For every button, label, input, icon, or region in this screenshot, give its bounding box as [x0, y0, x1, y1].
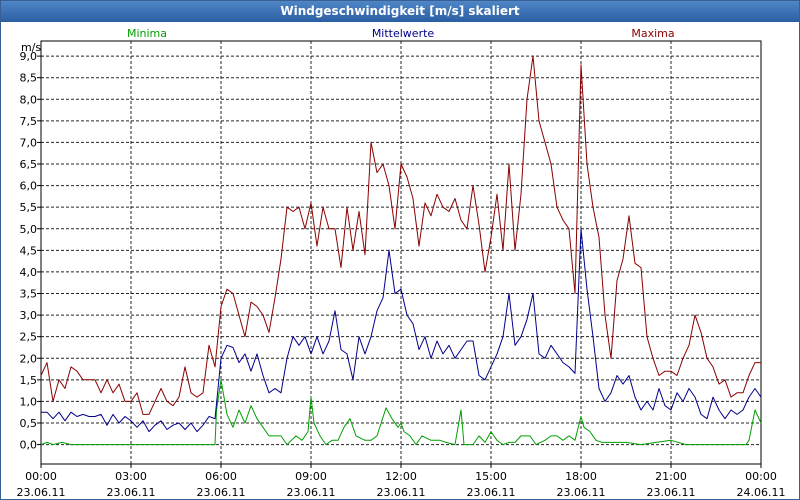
y-tick-label: 0,5 [20, 417, 38, 430]
x-tick-date: 23.06.11 [287, 486, 336, 499]
y-tick-label: 1,5 [20, 374, 38, 387]
x-tick-time: 21:00 [655, 470, 687, 483]
y-tick-label: 8,0 [20, 93, 38, 106]
x-tick-date: 23.06.11 [17, 486, 66, 499]
chart-svg: 0,0 0,5 1,0 1,5 2,0 2,5 3,0 3,5 4,0 4,5 5,0 5,5 6,0 6… [17, 27, 786, 499]
legend-maxima: Maxima [631, 27, 674, 40]
y-tick-layer: 0,0 0,5 1,0 1,5 2,0 2,5 3,0 3,5 4,0 4,5 5,0 5,5 6,0 6… [20, 50, 41, 452]
y-tick-label: 6,0 [20, 180, 38, 193]
y-tick-label: 2,5 [20, 331, 38, 344]
y-tick-label: 4,0 [20, 266, 38, 279]
legend-mittelwerte: Mittelwerte [372, 27, 435, 40]
y-tick-label: 0,0 [20, 439, 38, 452]
y-tick-label: 6,5 [20, 158, 38, 171]
y-tick-label: 5,0 [20, 223, 38, 236]
x-tick-date: 23.06.11 [197, 486, 246, 499]
x-tick-time: 00:00 [25, 470, 57, 483]
y-axis-label: m/s [21, 41, 41, 54]
y-tick-label: 7,0 [20, 136, 38, 149]
window-title: Windgeschwindigkeit [m/s] skaliert [1, 1, 799, 22]
y-tick-label: 1,0 [20, 395, 38, 408]
y-tick-label: 8,5 [20, 72, 38, 85]
x-tick-time: 06:00 [205, 470, 237, 483]
y-tick-label: 3,0 [20, 309, 38, 322]
series-line-maxima [40, 55, 761, 415]
series-line-minima [40, 379, 762, 446]
series-layer [40, 55, 762, 446]
y-tick-label: 2,0 [20, 352, 38, 365]
x-tick-time: 09:00 [295, 470, 327, 483]
x-tick-time: 12:00 [385, 470, 417, 483]
x-tick-time: 00:00 [745, 470, 777, 483]
y-tick-label: 3,5 [20, 288, 38, 301]
y-tick-label: 4,5 [20, 244, 38, 257]
x-tick-date: 23.06.11 [467, 486, 516, 499]
series-line-mittelwerte [41, 228, 762, 433]
y-tick-label: 5,5 [20, 201, 38, 214]
x-tick-layer: 00:00 23.06.11 03:00 23.06.11 06:00 23.06.11 0… [17, 464, 786, 499]
y-tick-label: 9,0 [20, 50, 38, 63]
x-tick-date: 24.06.11 [737, 486, 786, 499]
x-tick-date: 23.06.11 [107, 486, 156, 499]
x-tick-date: 23.06.11 [377, 486, 426, 499]
legend-minima: Minima [127, 27, 167, 40]
y-tick-label: 7,5 [20, 115, 38, 128]
x-tick-date: 23.06.11 [557, 486, 606, 499]
x-tick-time: 03:00 [115, 470, 147, 483]
x-tick-time: 15:00 [475, 470, 507, 483]
x-tick-time: 18:00 [565, 470, 597, 483]
grid-layer [40, 40, 762, 465]
x-tick-date: 23.06.11 [647, 486, 696, 499]
